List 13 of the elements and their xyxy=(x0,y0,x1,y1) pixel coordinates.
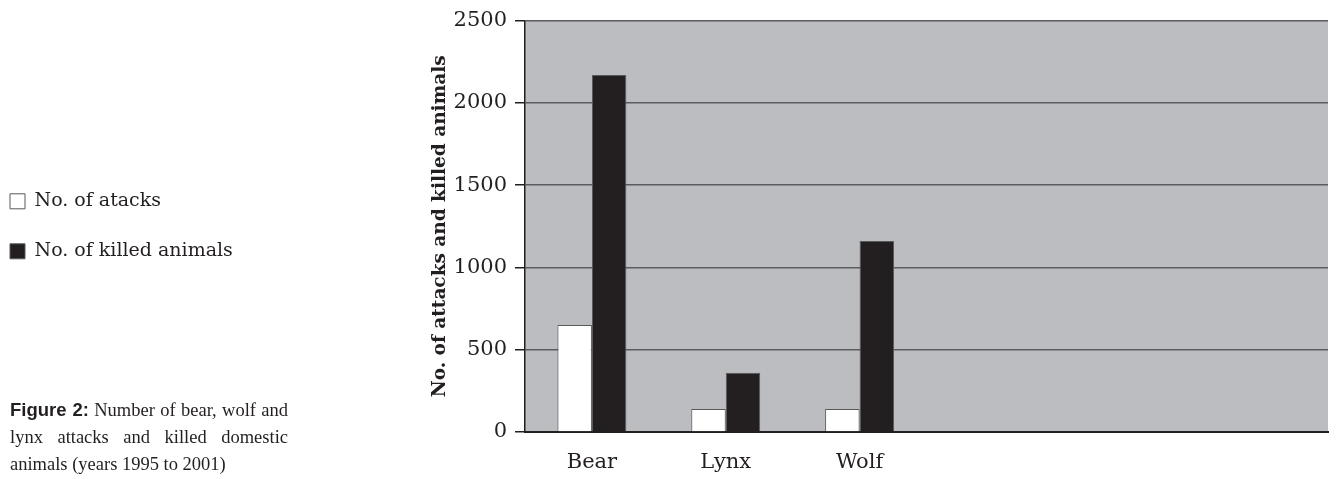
y-tick-label: 2000 xyxy=(453,89,507,114)
x-tick-label: Lynx xyxy=(700,449,752,474)
y-axis-title: No. of attacks and killed animals xyxy=(427,55,449,398)
caption: Figure 2: Number of bear, wolf and lynx attacks and killed domestic animals (years 1995 to 2001) xyxy=(10,399,289,474)
y-tick-label: 1000 xyxy=(453,253,507,278)
x-tick-label: Wolf xyxy=(835,449,886,474)
legend-label: No. of killed animals xyxy=(34,238,233,261)
y-tick-label: 500 xyxy=(466,336,507,361)
x-tick-label: Bear xyxy=(566,449,619,474)
legend-label: No. of atacks xyxy=(34,188,162,211)
y-tick-label: 1500 xyxy=(453,171,507,196)
y-tick-label: 2500 xyxy=(453,7,507,32)
y-tick-label: 0 xyxy=(493,418,507,443)
